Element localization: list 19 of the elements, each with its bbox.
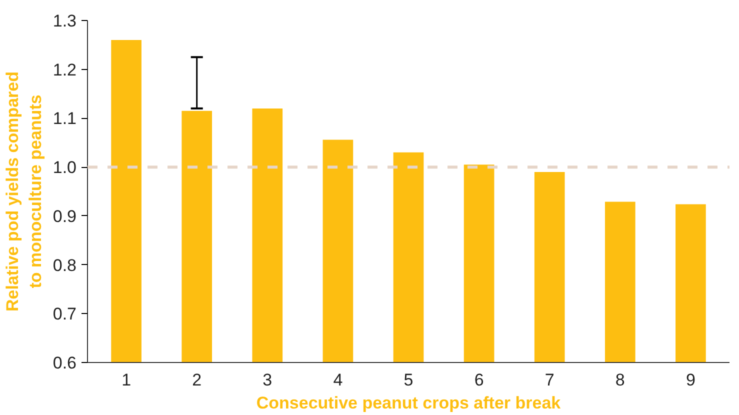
y-axis-title: Relative pod yields compared to monoculture peanuts [3,72,45,312]
x-tick-label: 5 [404,370,414,390]
x-tick-label: 7 [544,370,554,390]
x-tick-label: 1 [122,370,132,390]
x-tick-label: 2 [192,370,202,390]
y-tick-label: 0.9 [52,206,77,226]
y-tick-label: 1.3 [52,12,77,30]
x-tick-label: 9 [686,370,696,390]
y-tick-label: 1.1 [52,109,77,128]
y-tick-label: 1.0 [52,158,77,178]
x-tick-label: 8 [615,370,625,390]
y-tick-label: 0.7 [52,304,77,324]
x-tick-label: 6 [474,370,484,390]
y-tick-label: 1.2 [52,60,77,80]
y-tick-label: 0.6 [52,354,77,372]
x-tick-label: 3 [262,370,272,390]
y-tick-label: 0.8 [52,256,77,275]
x-tick-label: 4 [333,370,343,390]
x-axis-title: Consecutive peanut crops after break [256,394,562,412]
